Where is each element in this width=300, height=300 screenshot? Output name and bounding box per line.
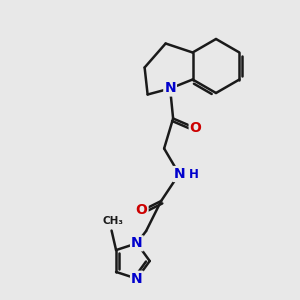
Text: N: N: [131, 272, 143, 286]
Text: N: N: [131, 236, 143, 250]
Text: H: H: [189, 167, 199, 181]
Text: O: O: [190, 121, 202, 134]
Text: O: O: [136, 203, 148, 217]
Text: N: N: [164, 82, 176, 95]
Text: N: N: [173, 167, 185, 181]
Text: CH₃: CH₃: [103, 216, 124, 226]
